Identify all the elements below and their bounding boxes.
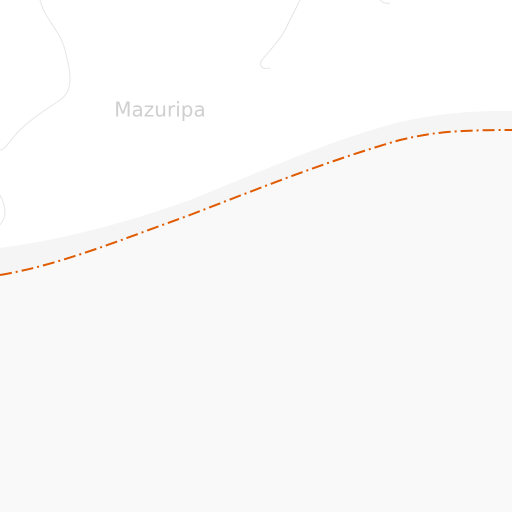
region-fill — [0, 130, 512, 512]
river — [0, 0, 71, 151]
place-label: Mazuripa — [114, 98, 205, 122]
river — [379, 0, 391, 4]
river — [0, 194, 6, 226]
river — [259, 0, 301, 69]
boundary-line — [0, 129, 512, 276]
rivers — [0, 0, 391, 226]
